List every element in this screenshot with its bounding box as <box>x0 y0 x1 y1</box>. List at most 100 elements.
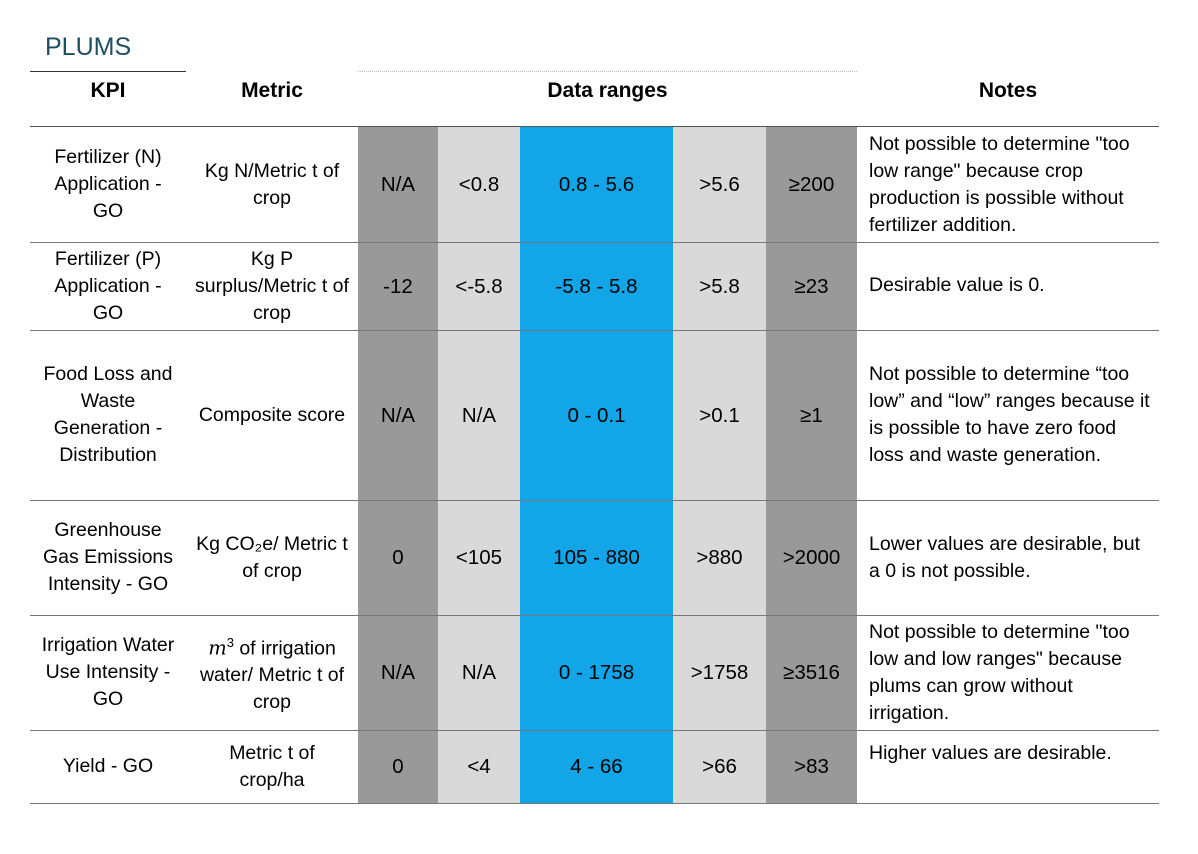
range-value: 0.8 - 5.6 <box>558 173 635 196</box>
metric-cell: Kg CO₂e/ Metric t of crop <box>194 500 350 615</box>
metric-rest: of irrigation water/ Metric t of crop <box>199 637 345 714</box>
range-cell: N/A <box>438 615 520 730</box>
kpi-label: Yield - GO <box>62 755 154 777</box>
notes-cell: Not possible to determine "too low range… <box>869 127 1154 242</box>
notes-text: Lower values are desirable, but a 0 is n… <box>869 532 1140 582</box>
metric-label: Composite score <box>198 403 346 426</box>
range-cell: >83 <box>766 730 857 803</box>
notes-cell: Not possible to determine "too low and l… <box>869 615 1154 730</box>
range-cell: ≥23 <box>766 242 857 330</box>
metric-unit-exponent: 3 <box>226 634 234 650</box>
row-divider <box>30 615 1159 616</box>
range-band-very-high <box>766 127 857 803</box>
range-band-high <box>673 127 766 803</box>
range-cell: >0.1 <box>673 330 766 500</box>
range-value: 0 - 0.1 <box>567 403 626 427</box>
kpi-label: Food Loss and Waste Generation - Distrib… <box>43 363 173 466</box>
kpi-cell: Fertilizer (N) Application - GO <box>38 127 178 242</box>
header-kpi: KPI <box>90 79 126 102</box>
range-cell: 0 - 0.1 <box>520 330 673 500</box>
row-divider <box>30 803 1159 804</box>
range-cell: N/A <box>358 615 438 730</box>
row-divider <box>30 730 1159 731</box>
range-value: 0 - 1758 <box>558 661 635 684</box>
range-cell: 105 - 880 <box>520 500 673 615</box>
range-band-low <box>438 127 520 803</box>
range-cell: -12 <box>358 242 438 330</box>
range-value: ≥1 <box>800 403 823 427</box>
range-cell: >5.6 <box>673 127 766 242</box>
row-divider <box>30 242 1159 243</box>
range-value: >1758 <box>690 661 749 684</box>
page-title: PLUMS <box>45 33 132 61</box>
kpi-cell: Irrigation Water Use Intensity - GO <box>38 615 178 730</box>
metric-cell: m3 of irrigation water/ Metric t of crop <box>194 615 350 730</box>
range-cell: >5.8 <box>673 242 766 330</box>
range-value: -12 <box>383 274 413 298</box>
range-value: 0 <box>392 755 404 778</box>
range-band-very-low <box>358 127 438 803</box>
range-value: ≥23 <box>794 274 829 298</box>
kpi-cell: Yield - GO <box>38 730 178 803</box>
range-cell: <4 <box>438 730 520 803</box>
header-divider <box>30 126 1159 127</box>
kpi-label: Irrigation Water Use Intensity - GO <box>41 634 175 710</box>
range-value: <-5.8 <box>455 274 503 298</box>
range-value: <4 <box>467 755 491 778</box>
notes-cell: Higher values are desirable. <box>869 730 1154 803</box>
metric-label: Metric t of crop/ha <box>229 741 315 791</box>
range-cell: 4 - 66 <box>520 730 673 803</box>
header-metric: Metric <box>241 79 303 102</box>
notes-cell: Desirable value is 0. <box>869 242 1154 330</box>
range-value: >2000 <box>782 546 841 569</box>
kpi-label: Fertilizer (P) Application - GO <box>54 247 162 324</box>
range-cell: >66 <box>673 730 766 803</box>
notes-text: Not possible to determine "too low and l… <box>869 620 1130 724</box>
range-cell: 0 <box>358 730 438 803</box>
range-value: >0.1 <box>699 403 740 427</box>
header-dotted-rule <box>358 71 857 73</box>
metric-cell: Composite score <box>194 330 350 500</box>
range-cell: -5.8 - 5.8 <box>520 242 673 330</box>
range-cell: >2000 <box>766 500 857 615</box>
range-value: >83 <box>794 755 829 778</box>
metric-label: Kg P surplus/Metric t of crop <box>195 247 349 324</box>
range-value: N/A <box>380 403 416 427</box>
metric-unit: m <box>208 636 227 660</box>
range-value: N/A <box>380 173 416 196</box>
range-cell: ≥3516 <box>766 615 857 730</box>
range-cell: <-5.8 <box>438 242 520 330</box>
range-value: <105 <box>455 546 503 569</box>
range-cell: <105 <box>438 500 520 615</box>
range-cell: 0 <box>358 500 438 615</box>
notes-text: Not possible to determine “too low” and … <box>869 363 1150 466</box>
range-value: ≥200 <box>788 173 835 196</box>
notes-cell: Lower values are desirable, but a 0 is n… <box>869 500 1154 615</box>
range-value: N/A <box>461 661 497 684</box>
range-value: N/A <box>461 403 497 427</box>
range-value: N/A <box>380 661 416 684</box>
header-data-ranges: Data ranges <box>547 79 668 102</box>
row-divider <box>30 500 1159 501</box>
range-value: 105 - 880 <box>553 546 640 569</box>
range-value: >5.8 <box>699 274 740 298</box>
title-underline <box>30 71 186 72</box>
kpi-cell: Food Loss and Waste Generation - Distrib… <box>38 330 178 500</box>
range-value: 4 - 66 <box>570 755 623 778</box>
range-cell: <0.8 <box>438 127 520 242</box>
header-notes: Notes <box>978 79 1038 102</box>
notes-text: Desirable value is 0. <box>869 274 1045 296</box>
kpi-cell: Fertilizer (P) Application - GO <box>38 242 178 330</box>
range-cell: 0.8 - 5.6 <box>520 127 673 242</box>
range-cell: N/A <box>358 330 438 500</box>
metric-label: Kg N/Metric t of crop <box>204 159 340 209</box>
kpi-label: Greenhouse Gas Emissions Intensity - GO <box>42 519 174 595</box>
range-value: 0 <box>392 546 404 569</box>
notes-text: Not possible to determine "too low range… <box>869 132 1130 236</box>
metric-label: Kg CO₂e/ Metric t of crop <box>196 532 348 582</box>
range-cell: >880 <box>673 500 766 615</box>
notes-text: Higher values are desirable. <box>869 742 1112 764</box>
range-cell: N/A <box>358 127 438 242</box>
row-divider <box>30 330 1159 331</box>
range-cell: ≥1 <box>766 330 857 500</box>
